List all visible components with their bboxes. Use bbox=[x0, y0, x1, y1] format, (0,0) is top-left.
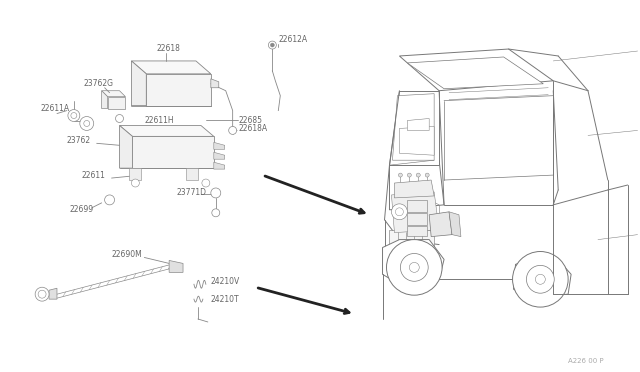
Circle shape bbox=[401, 253, 428, 281]
Polygon shape bbox=[131, 61, 147, 106]
Text: 24210T: 24210T bbox=[211, 295, 239, 304]
Polygon shape bbox=[390, 160, 444, 210]
Text: 22690M: 22690M bbox=[111, 250, 142, 259]
Text: 22611A: 22611A bbox=[40, 104, 69, 113]
Text: 23771D: 23771D bbox=[176, 189, 206, 198]
Circle shape bbox=[268, 41, 276, 49]
Circle shape bbox=[410, 262, 419, 272]
Circle shape bbox=[211, 188, 221, 198]
Bar bbox=[390, 230, 434, 257]
Circle shape bbox=[202, 179, 210, 187]
Text: 22618A: 22618A bbox=[239, 124, 268, 133]
Text: 22618: 22618 bbox=[156, 44, 180, 52]
Circle shape bbox=[80, 116, 93, 131]
Bar bbox=[407, 200, 427, 212]
Polygon shape bbox=[392, 94, 434, 160]
Circle shape bbox=[131, 179, 140, 187]
Circle shape bbox=[84, 121, 90, 126]
Polygon shape bbox=[211, 79, 219, 88]
Polygon shape bbox=[429, 212, 452, 237]
Polygon shape bbox=[132, 137, 214, 168]
Polygon shape bbox=[186, 168, 198, 180]
Circle shape bbox=[104, 195, 115, 205]
Circle shape bbox=[68, 110, 80, 122]
Polygon shape bbox=[147, 74, 211, 106]
Polygon shape bbox=[120, 125, 132, 168]
Circle shape bbox=[527, 265, 554, 293]
Circle shape bbox=[425, 173, 429, 177]
Text: 23762G: 23762G bbox=[84, 79, 114, 88]
Bar bbox=[407, 226, 427, 235]
Polygon shape bbox=[513, 257, 571, 297]
Circle shape bbox=[416, 173, 420, 177]
Text: 22685: 22685 bbox=[239, 116, 262, 125]
Text: 22611: 22611 bbox=[82, 171, 106, 180]
Polygon shape bbox=[392, 192, 439, 232]
Circle shape bbox=[270, 43, 275, 47]
Polygon shape bbox=[390, 91, 439, 165]
Polygon shape bbox=[169, 260, 183, 272]
Polygon shape bbox=[214, 162, 225, 169]
Polygon shape bbox=[108, 97, 125, 109]
Circle shape bbox=[212, 209, 220, 217]
Circle shape bbox=[536, 274, 545, 284]
Polygon shape bbox=[214, 152, 225, 159]
Circle shape bbox=[513, 251, 568, 307]
Text: 22699: 22699 bbox=[70, 205, 94, 214]
Circle shape bbox=[35, 287, 49, 301]
Text: A226 00 P: A226 00 P bbox=[568, 358, 604, 364]
Polygon shape bbox=[394, 180, 434, 198]
Circle shape bbox=[387, 240, 442, 295]
Circle shape bbox=[407, 173, 412, 177]
Polygon shape bbox=[120, 125, 214, 137]
Polygon shape bbox=[102, 91, 125, 97]
Polygon shape bbox=[407, 119, 429, 131]
Polygon shape bbox=[214, 142, 225, 149]
Polygon shape bbox=[449, 212, 461, 237]
Polygon shape bbox=[407, 57, 543, 89]
Polygon shape bbox=[131, 61, 211, 74]
Polygon shape bbox=[102, 91, 108, 109]
Polygon shape bbox=[399, 126, 434, 155]
Bar bbox=[407, 213, 427, 225]
Text: 22611H: 22611H bbox=[145, 116, 174, 125]
Polygon shape bbox=[129, 168, 141, 180]
Circle shape bbox=[396, 208, 403, 216]
Circle shape bbox=[116, 115, 124, 122]
Circle shape bbox=[71, 113, 77, 119]
Circle shape bbox=[399, 173, 403, 177]
Circle shape bbox=[38, 290, 46, 298]
Polygon shape bbox=[49, 288, 57, 299]
Polygon shape bbox=[399, 49, 553, 91]
Text: 23762: 23762 bbox=[67, 136, 91, 145]
Polygon shape bbox=[383, 240, 444, 284]
Text: 24210V: 24210V bbox=[211, 277, 240, 286]
Circle shape bbox=[228, 126, 237, 134]
Circle shape bbox=[392, 204, 407, 220]
Text: 22612A: 22612A bbox=[278, 35, 307, 44]
